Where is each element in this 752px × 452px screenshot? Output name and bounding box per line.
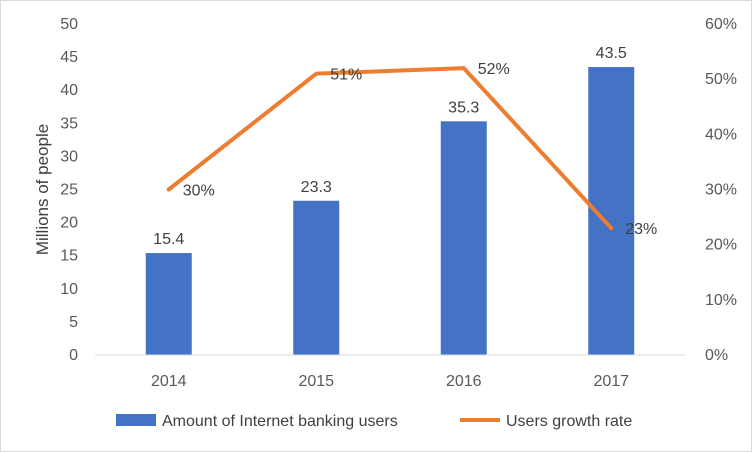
bar-data-label: 23.3 bbox=[301, 179, 332, 196]
legend-swatch-bars bbox=[116, 414, 156, 426]
y2-tick-label: 60% bbox=[705, 16, 737, 33]
line-data-label: 23% bbox=[625, 221, 657, 238]
y2-tick-label: 20% bbox=[705, 237, 737, 254]
y2-tick-label: 0% bbox=[705, 347, 728, 364]
bar-data-label: 15.4 bbox=[153, 231, 184, 248]
y2-tick-label: 40% bbox=[705, 126, 737, 143]
bar bbox=[293, 200, 340, 355]
y-tick-label: 40 bbox=[60, 82, 78, 99]
y2-tick-label: 30% bbox=[705, 182, 737, 199]
y-tick-label: 25 bbox=[60, 182, 78, 199]
bar bbox=[440, 121, 487, 356]
x-tick-label: 2015 bbox=[298, 373, 334, 390]
bar-data-label: 35.3 bbox=[448, 99, 479, 116]
y-tick-label: 35 bbox=[60, 115, 78, 132]
y-tick-label: 10 bbox=[60, 281, 78, 298]
bar-data-label: 43.5 bbox=[596, 45, 627, 62]
y-tick-label: 50 bbox=[60, 16, 78, 33]
x-tick-label: 2017 bbox=[593, 373, 629, 390]
y-tick-label: 30 bbox=[60, 148, 78, 165]
line-data-label: 51% bbox=[330, 67, 362, 84]
y2-tick-label: 50% bbox=[705, 71, 737, 88]
x-tick-label: 2014 bbox=[151, 373, 187, 390]
x-tick-label: 2016 bbox=[446, 373, 482, 390]
y-tick-label: 45 bbox=[60, 49, 78, 66]
y-tick-label: 5 bbox=[69, 314, 78, 331]
growth-rate-line bbox=[166, 66, 614, 231]
y-tick-label: 20 bbox=[60, 215, 78, 232]
bar bbox=[145, 253, 192, 355]
line-data-label: 30% bbox=[183, 183, 215, 200]
line-data-label: 52% bbox=[478, 61, 510, 78]
y-axis-title: Millions of people bbox=[33, 124, 52, 255]
legend-label-bars: Amount of Internet banking users bbox=[162, 413, 398, 430]
y-tick-label: 0 bbox=[69, 347, 78, 364]
y2-tick-label: 10% bbox=[705, 292, 737, 309]
y-tick-label: 15 bbox=[60, 248, 78, 265]
legend-label-line: Users growth rate bbox=[506, 413, 632, 430]
